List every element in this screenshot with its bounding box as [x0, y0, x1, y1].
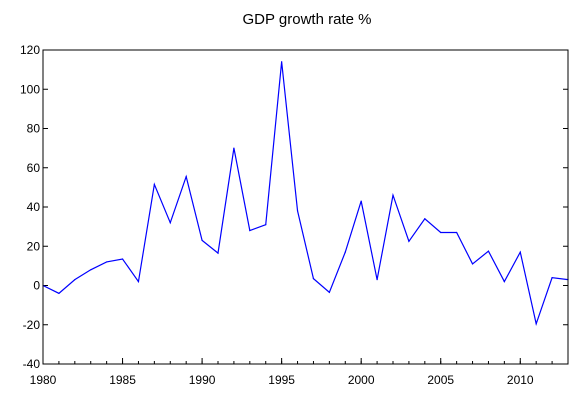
data-point [408, 240, 410, 242]
x-tick-label: 1995 [268, 373, 295, 387]
x-tick-label: 2000 [348, 373, 375, 387]
data-point [456, 231, 458, 234]
data-point [424, 218, 426, 220]
y-tick-label: 60 [27, 161, 41, 175]
data-point [74, 279, 76, 281]
data-point [169, 222, 171, 224]
x-tick-label: 1990 [189, 373, 216, 387]
y-tick-label: -40 [23, 357, 41, 371]
data-point [137, 280, 140, 283]
data-point [153, 183, 155, 186]
y-axis-ticks: -40 -20 0 20 40 60 80 100 120 [20, 43, 568, 371]
data-point [392, 194, 394, 196]
data-point [217, 252, 219, 254]
data-point [360, 200, 362, 202]
y-tick-label: -20 [23, 318, 41, 332]
data-point [328, 291, 330, 293]
data-point [58, 292, 60, 294]
data-point [90, 269, 92, 271]
x-tick-label: 2010 [507, 373, 534, 387]
data-point [487, 250, 490, 252]
data-point [519, 251, 521, 253]
x-tick-label: 1980 [30, 373, 57, 387]
data-point [344, 251, 346, 253]
chart-title: GDP growth rate % [243, 11, 372, 28]
data-point [233, 147, 235, 149]
data-point [471, 263, 474, 265]
data-point [503, 280, 505, 283]
data-point [551, 277, 553, 279]
x-tick-label: 1985 [109, 373, 136, 387]
data-point [106, 261, 108, 263]
data-point [201, 239, 203, 241]
y-tick-label: 40 [27, 200, 41, 214]
series-line [42, 61, 569, 326]
data-point [376, 279, 378, 281]
x-axis-ticks: 1980 1985 1990 1995 2000 2005 2010 [30, 358, 569, 387]
data-point [535, 323, 537, 325]
data-point [185, 175, 187, 178]
x-tick-label: 2005 [427, 373, 454, 387]
data-point [249, 229, 251, 232]
y-tick-label: 20 [27, 239, 41, 253]
y-tick-label: 100 [20, 82, 40, 96]
data-point [440, 231, 442, 234]
y-tick-label: 0 [33, 279, 40, 293]
data-point [265, 224, 267, 226]
data-point [121, 258, 124, 260]
data-point [281, 61, 283, 63]
data-point [312, 278, 315, 280]
series-group [42, 61, 569, 326]
data-point [296, 210, 299, 212]
y-tick-label: 120 [20, 43, 40, 57]
y-tick-label: 80 [27, 122, 41, 136]
plot-frame [42, 49, 569, 365]
